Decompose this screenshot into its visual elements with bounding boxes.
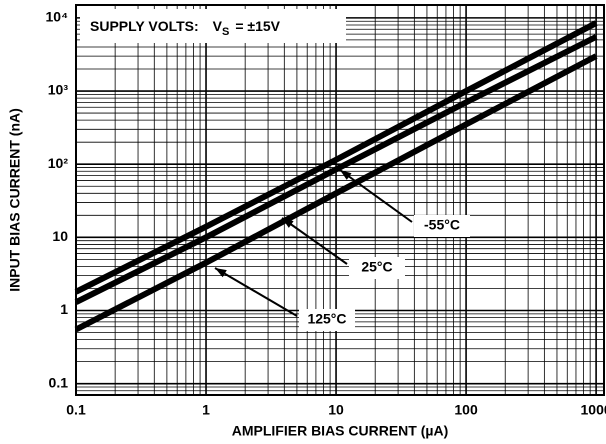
condition-text: SUPPLY VOLTS: VS = ±15V: [90, 18, 281, 38]
arrow-head: [282, 218, 294, 228]
y-tick-label: 10²: [48, 155, 69, 171]
condition-box: [80, 9, 346, 43]
series-label: 125°C: [307, 311, 346, 327]
label-bg: [299, 309, 355, 331]
x-tick-label: 100: [454, 402, 478, 418]
label-bg: [349, 257, 405, 279]
arrow-head: [340, 170, 352, 180]
series-label: 25°C: [361, 259, 392, 275]
x-tick-label: 10: [328, 402, 344, 418]
arrow-head: [215, 268, 227, 278]
arrow-line: [214, 267, 298, 317]
y-tick-label: 0.1: [49, 374, 69, 390]
data-line: [74, 20, 598, 295]
x-tick-label: 1: [202, 402, 210, 418]
condition-part: S: [222, 26, 229, 38]
x-tick-label: 0.1: [66, 402, 86, 418]
y-tick-label: 10⁴: [46, 9, 69, 25]
y-axis-label: INPUT BIAS CURRENT (nA): [7, 108, 23, 292]
series-label: -55°C: [424, 217, 460, 233]
data-line: [74, 53, 598, 333]
label-bg: [414, 215, 470, 237]
x-axis-label: AMPLIFIER BIAS CURRENT (µA): [232, 423, 449, 439]
condition-part: = ±15V: [235, 18, 280, 34]
y-tick-label: 10: [52, 228, 68, 244]
data-line: [74, 34, 598, 305]
condition-part: SUPPLY VOLTS:: [90, 18, 199, 34]
y-tick-label: 1: [60, 301, 68, 317]
y-tick-label: 10³: [48, 82, 69, 98]
plot-frame: [75, 4, 605, 396]
condition-part: V: [213, 18, 223, 34]
arrow-line: [339, 169, 413, 223]
arrow-line: [281, 217, 348, 265]
